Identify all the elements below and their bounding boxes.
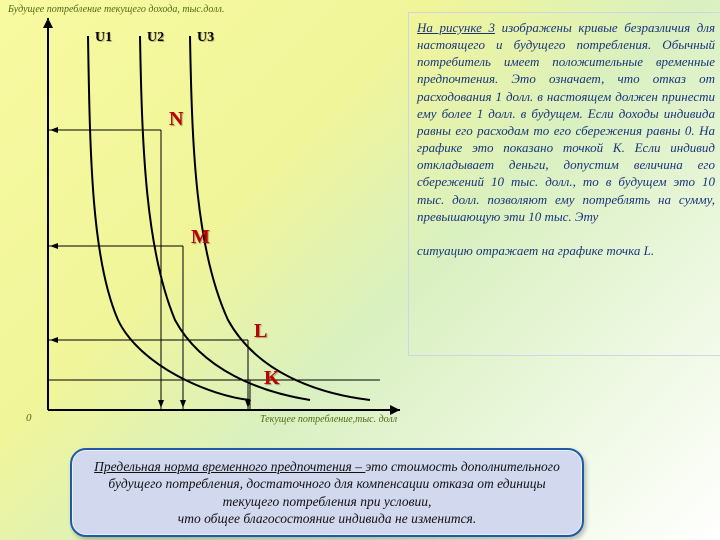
y-axis-label: Будущее потребление текущего дохода, тыс… [8,4,224,15]
x-axis-label: Текущее потребление,тыс. долл [260,414,397,425]
definition-line2: что общее благосостояние индивида не изм… [178,511,476,526]
definition-box: Предельная норма временного предпочтения… [70,448,584,537]
point-label-M: M [191,226,210,249]
point-label-K: K [264,367,280,390]
curve-label: U2 [147,30,164,46]
curve-label: U3 [197,30,214,46]
origin-label: 0 [26,412,32,424]
explanation-lead: На рисунке 3 [417,20,495,35]
curve-label: U1 [95,30,112,46]
explanation-tail: ситуацию отражает на графике точка L. [417,243,654,258]
definition-term: Предельная норма временного предпочтения… [94,459,365,474]
point-label-N: N [169,108,183,131]
point-label-L: L [254,320,267,343]
explanation-body: изображены кривые безразличия для настоя… [417,20,715,224]
explanation-box: На рисунке 3 изображены кривые безразлич… [408,12,720,356]
